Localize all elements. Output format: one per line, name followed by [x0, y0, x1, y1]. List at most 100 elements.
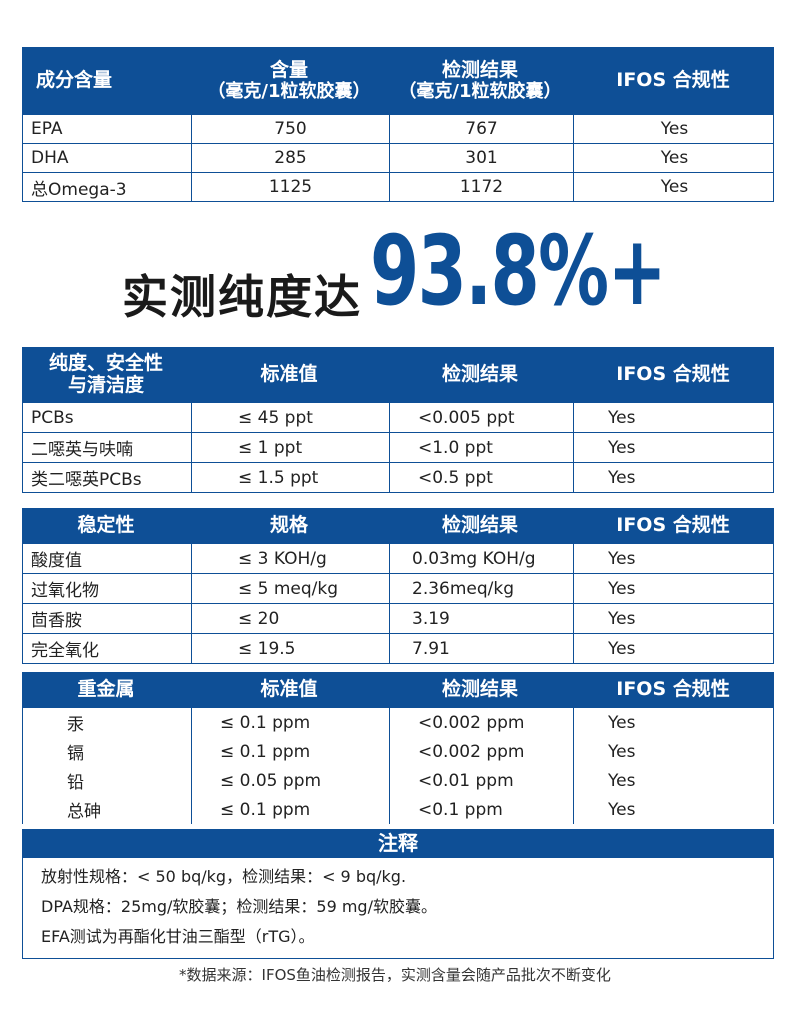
- source-footnote: *数据来源：IFOS鱼油检测报告，实测含量会随产品批次不断变化: [179, 966, 611, 984]
- table-row: 酸度值 ≤ 3 KOH/g 0.03mg KOH/g Yes: [23, 544, 773, 574]
- table-cell: 285: [191, 144, 389, 172]
- table-cell: <0.002 ppm: [389, 708, 573, 737]
- table-header: 纯度、安全性 与清洁度 标准值 检测结果 IFOS 合规性: [22, 347, 774, 403]
- table-row: 铅 ≤ 0.05 ppm <0.01 ppm Yes: [23, 766, 773, 795]
- table-row: 镉 ≤ 0.1 ppm <0.002 ppm Yes: [23, 737, 773, 766]
- table-row: 完全氧化 ≤ 19.5 7.91 Yes: [23, 634, 773, 664]
- note-line: DPA规格：25mg/软胶囊；检测结果：59 mg/软胶囊。: [41, 897, 437, 916]
- table-cell: ≤ 45 ppt: [191, 403, 389, 432]
- table-body: 汞 ≤ 0.1 ppm <0.002 ppm Yes 镉 ≤ 0.1 ppm <…: [22, 708, 774, 824]
- table-cell: ≤ 0.1 ppm: [191, 795, 389, 824]
- table-body: PCBs ≤ 45 ppt <0.005 ppt Yes 二噁英与呋喃 ≤ 1 …: [22, 403, 774, 493]
- table-cell: ≤ 5 meq/kg: [191, 574, 389, 603]
- heavy-metals-table: 重金属 标准值 检测结果 IFOS 合规性 汞 ≤ 0.1 ppm <0.002…: [22, 672, 774, 824]
- header-cell: IFOS 合规性: [616, 678, 730, 701]
- table-cell: 汞: [67, 715, 84, 735]
- omega3-content-table: 成分含量 含量 （毫克/1粒软胶囊） 检测结果 （毫克/1粒软胶囊） IFOS …: [22, 47, 774, 202]
- table-cell: 类二噁英PCBs: [31, 470, 142, 490]
- table-cell: Yes: [573, 574, 775, 603]
- stability-table: 稳定性 规格 检测结果 IFOS 合规性 酸度值 ≤ 3 KOH/g 0.03m…: [22, 508, 774, 664]
- table-cell: ≤ 0.05 ppm: [191, 766, 389, 795]
- table-header: 重金属 标准值 检测结果 IFOS 合规性: [22, 672, 774, 708]
- table-cell: Yes: [573, 737, 775, 766]
- table-cell: 2.36meq/kg: [389, 574, 573, 603]
- purity-headline-number: 93.8%+: [370, 215, 667, 327]
- header-cell: 检测结果: [441, 514, 518, 537]
- table-row: 过氧化物 ≤ 5 meq/kg 2.36meq/kg Yes: [23, 574, 773, 604]
- note-line: 放射性规格：< 50 bq/kg，检测结果：< 9 bq/kg.: [41, 867, 407, 886]
- table-cell: Yes: [573, 634, 775, 663]
- table-cell: 0.03mg KOH/g: [389, 544, 573, 573]
- table-row: EPA 750 767 Yes: [23, 115, 773, 144]
- table-cell: ≤ 3 KOH/g: [191, 544, 389, 573]
- table-cell: <0.5 ppt: [389, 463, 573, 492]
- table-cell: <0.01 ppm: [389, 766, 573, 795]
- table-cell: 镉: [67, 744, 84, 764]
- table-cell: ≤ 20: [191, 604, 389, 633]
- table-cell: 总Omega-3: [31, 179, 127, 200]
- table-header: 稳定性 规格 检测结果 IFOS 合规性: [22, 508, 774, 544]
- notes-body: 放射性规格：< 50 bq/kg，检测结果：< 9 bq/kg. DPA规格：2…: [22, 858, 774, 959]
- header-cell: 含量 （毫克/1粒软胶囊）: [207, 58, 371, 102]
- table-cell: DHA: [31, 148, 69, 168]
- header-cell: 重金属: [77, 678, 135, 701]
- table-cell: 过氧化物: [31, 581, 99, 601]
- header-cell: IFOS 合规性: [616, 363, 730, 386]
- table-cell: 1125: [191, 173, 389, 201]
- purity-headline: 实测纯度达 93.8%+: [0, 215, 790, 335]
- table-cell: Yes: [573, 604, 775, 633]
- table-cell: Yes: [573, 173, 775, 201]
- table-cell: Yes: [573, 144, 775, 172]
- table-cell: Yes: [573, 403, 775, 432]
- header-cell: 标准值: [260, 678, 318, 701]
- table-row: 汞 ≤ 0.1 ppm <0.002 ppm Yes: [23, 708, 773, 737]
- notes-title: 注释: [22, 829, 774, 858]
- table-cell: 1172: [389, 173, 573, 201]
- header-cell: IFOS 合规性: [616, 514, 730, 537]
- table-cell: ≤ 1.5 ppt: [191, 463, 389, 492]
- table-cell: 750: [191, 115, 389, 143]
- table-row: DHA 285 301 Yes: [23, 144, 773, 173]
- table-row: 类二噁英PCBs ≤ 1.5 ppt <0.5 ppt Yes: [23, 463, 773, 493]
- table-cell: 完全氧化: [31, 641, 99, 661]
- table-row: 二噁英与呋喃 ≤ 1 ppt <1.0 ppt Yes: [23, 433, 773, 463]
- table-cell: 总砷: [67, 802, 101, 822]
- table-cell: 铅: [67, 773, 84, 793]
- header-cell: 规格: [269, 514, 308, 537]
- header-cell: 标准值: [260, 363, 318, 386]
- header-cell: 纯度、安全性 与清洁度: [48, 352, 163, 396]
- table-cell: PCBs: [31, 407, 74, 428]
- header-cell: 检测结果 （毫克/1粒软胶囊）: [398, 58, 562, 102]
- table-cell: 二噁英与呋喃: [31, 440, 133, 460]
- note-line: EFA测试为再酯化甘油三酯型（rTG）。: [41, 927, 315, 946]
- table-cell: <0.1 ppm: [389, 795, 573, 824]
- header-cell: 稳定性: [77, 514, 135, 537]
- table-cell: Yes: [573, 795, 775, 824]
- table-row: 茴香胺 ≤ 20 3.19 Yes: [23, 604, 773, 634]
- header-cell: 成分含量: [36, 69, 113, 92]
- table-cell: Yes: [573, 708, 775, 737]
- table-cell: ≤ 0.1 ppm: [191, 737, 389, 766]
- table-row: 总砷 ≤ 0.1 ppm <0.1 ppm Yes: [23, 795, 773, 824]
- table-cell: Yes: [573, 433, 775, 462]
- table-cell: ≤ 0.1 ppm: [191, 708, 389, 737]
- table-cell: <1.0 ppt: [389, 433, 573, 462]
- table-cell: Yes: [573, 115, 775, 143]
- table-cell: Yes: [573, 544, 775, 573]
- table-cell: ≤ 1 ppt: [191, 433, 389, 462]
- table-body: 酸度值 ≤ 3 KOH/g 0.03mg KOH/g Yes 过氧化物 ≤ 5 …: [22, 544, 774, 664]
- header-cell: 检测结果: [441, 678, 518, 701]
- table-cell: EPA: [31, 119, 63, 139]
- table-cell: 7.91: [389, 634, 573, 663]
- table-cell: Yes: [573, 463, 775, 492]
- purity-headline-text: 实测纯度达: [122, 270, 362, 324]
- table-row: 总Omega-3 1125 1172 Yes: [23, 173, 773, 202]
- header-cell: IFOS 合规性: [616, 69, 730, 92]
- table-cell: 3.19: [389, 604, 573, 633]
- table-cell: 767: [389, 115, 573, 143]
- purity-safety-table: 纯度、安全性 与清洁度 标准值 检测结果 IFOS 合规性 PCBs ≤ 45 …: [22, 347, 774, 493]
- table-cell: 茴香胺: [31, 611, 82, 631]
- table-cell: ≤ 19.5: [191, 634, 389, 663]
- notes-box: 注释 放射性规格：< 50 bq/kg，检测结果：< 9 bq/kg. DPA规…: [22, 829, 774, 959]
- table-cell: <0.005 ppt: [389, 403, 573, 432]
